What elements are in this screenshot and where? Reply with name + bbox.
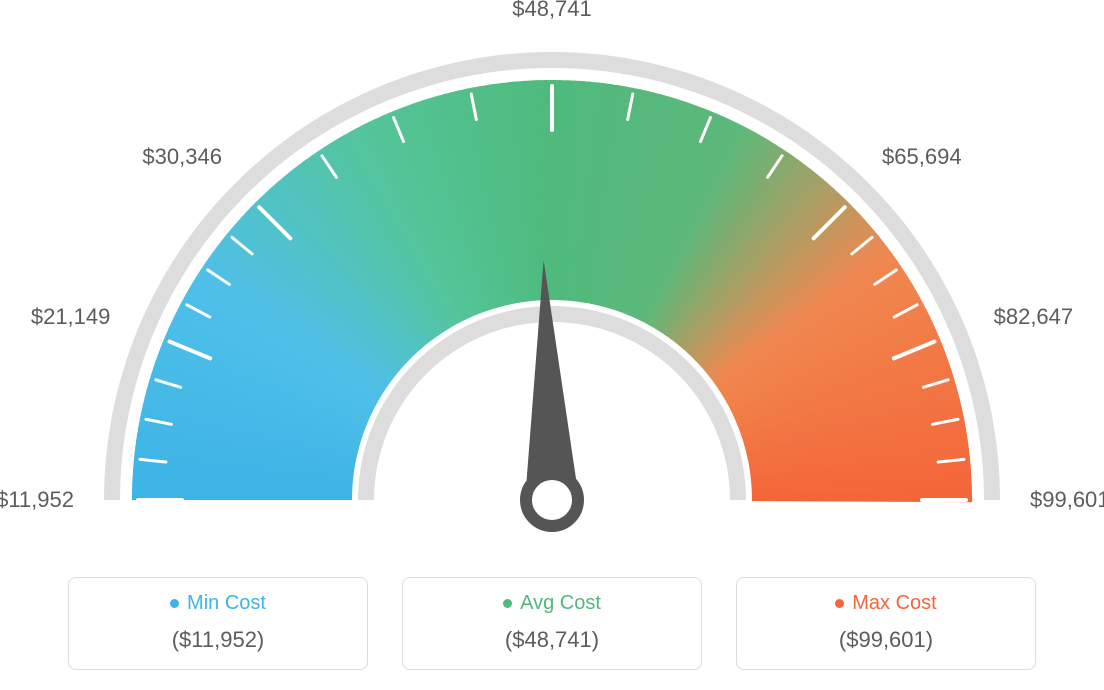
legend-value-avg: ($48,741) — [413, 627, 691, 653]
gauge-tick-label: $82,647 — [994, 304, 1074, 330]
cost-gauge-chart: $11,952 $21,149 $30,346 $48,741 $65,694 $82,6… — [0, 0, 1104, 690]
legend-card-min: Min Cost ($11,952) — [68, 577, 368, 670]
gauge-tick-label: $30,346 — [142, 144, 222, 170]
legend-title-text: Min Cost — [187, 592, 266, 615]
legend-title-max: Max Cost — [747, 592, 1025, 615]
legend-card-avg: Avg Cost ($48,741) — [402, 577, 702, 670]
dot-icon — [170, 599, 179, 608]
dot-icon — [835, 599, 844, 608]
gauge-tick-label: $48,741 — [512, 0, 592, 22]
dot-icon — [503, 599, 512, 608]
legend-row: Min Cost ($11,952) Avg Cost ($48,741) Ma… — [0, 577, 1104, 670]
gauge-tick-label: $21,149 — [31, 304, 111, 330]
gauge-tick-label: $11,952 — [0, 487, 74, 513]
legend-title-avg: Avg Cost — [413, 592, 691, 615]
legend-value-max: ($99,601) — [747, 627, 1025, 653]
legend-value-min: ($11,952) — [79, 627, 357, 653]
legend-title-text: Max Cost — [852, 592, 936, 615]
gauge-svg — [0, 0, 1104, 560]
gauge-tick-label: $65,694 — [882, 144, 962, 170]
gauge-area: $11,952 $21,149 $30,346 $48,741 $65,694 $82,6… — [0, 0, 1104, 560]
legend-title-text: Avg Cost — [520, 592, 601, 615]
gauge-tick-label: $99,601 — [1030, 487, 1104, 513]
legend-title-min: Min Cost — [79, 592, 357, 615]
legend-card-max: Max Cost ($99,601) — [736, 577, 1036, 670]
